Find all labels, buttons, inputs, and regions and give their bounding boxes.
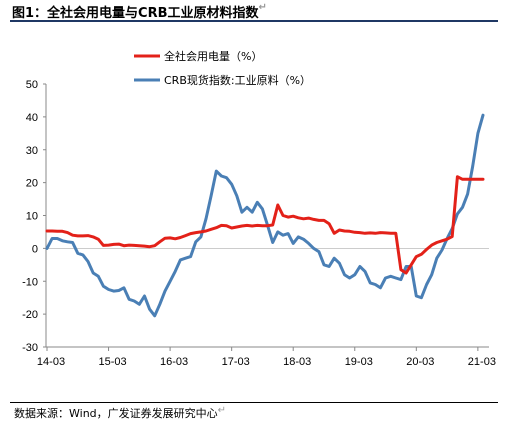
y-tick-label: 0: [32, 243, 38, 255]
x-tick-label: 16-03: [160, 356, 188, 368]
y-tick-label: 50: [26, 79, 38, 91]
x-tick-label: 21-03: [468, 356, 496, 368]
x-tick-label: 18-03: [283, 356, 311, 368]
return-mark: ↵: [217, 405, 227, 416]
y-tick-label: 30: [26, 145, 38, 157]
y-tick-label: -20: [22, 309, 38, 321]
series-line-0: [45, 175, 485, 275]
x-tick-label: 14-03: [37, 356, 65, 368]
y-tick-label: 40: [26, 112, 38, 124]
source-divider: [10, 402, 498, 403]
return-mark: ↵: [258, 2, 267, 13]
legend-label: CRB现货指数:工业原料（%）: [164, 73, 311, 87]
y-tick-label: -10: [22, 276, 38, 288]
legend-label: 全社会用电量（%）: [164, 49, 262, 63]
chart-figure-title-text: 图1：全社会用电量与CRB工业原材料指数: [12, 6, 259, 21]
x-tick-label: 17-03: [222, 356, 250, 368]
x-tick-label: 20-03: [406, 356, 434, 368]
chart-series-lines: [45, 113, 485, 318]
y-tick-label: 20: [26, 178, 38, 190]
source-note-text: 数据来源：Wind，广发证券发展研究中心: [14, 407, 218, 420]
chart-legend: 全社会用电量（%） CRB现货指数:工业原料（%）: [134, 49, 311, 87]
chart-figure-title: 图1：全社会用电量与CRB工业原材料指数 ↵: [12, 2, 267, 21]
chart-axes: -30 -20 -10 0 10 20 30 40 50 14-03 15-03 16-03 17-03…: [22, 79, 496, 368]
x-tick-label: 15-03: [98, 356, 126, 368]
title-divider: [10, 20, 498, 22]
series-line-1: [45, 113, 485, 318]
source-note: 数据来源：Wind，广发证券发展研究中心 ↵: [14, 405, 226, 421]
y-tick-label: 10: [26, 211, 38, 223]
x-tick-label: 19-03: [345, 356, 373, 368]
y-tick-label: -30: [22, 342, 38, 354]
